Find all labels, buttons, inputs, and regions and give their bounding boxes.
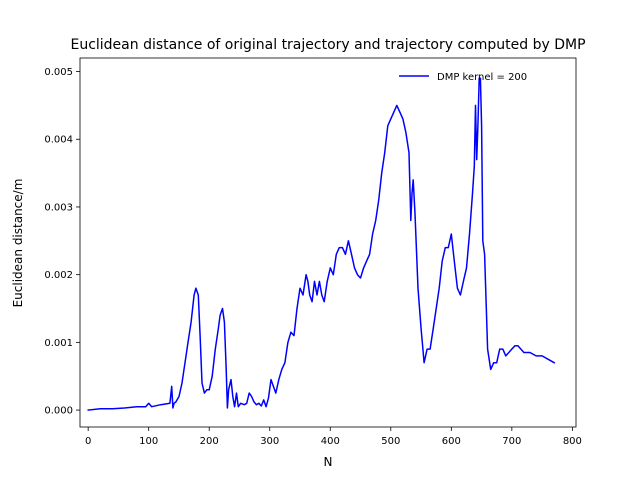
x-tick-label: 0	[85, 436, 91, 447]
y-tick-label: 0.000	[44, 406, 73, 417]
y-tick-label: 0.002	[44, 270, 73, 281]
plot-area: 0 100 200 300 400 500 600 700 800 0.000 0.001 0.002…	[44, 57, 582, 447]
y-axis-label: Euclidean distance/m	[11, 179, 25, 308]
x-axis-label: N	[324, 455, 333, 469]
x-tick-label: 600	[442, 436, 461, 447]
x-tick-label: 100	[139, 436, 158, 447]
y-tick-label: 0.003	[44, 202, 73, 213]
x-tick-label: 200	[200, 436, 219, 447]
y-tick-label: 0.005	[44, 67, 73, 78]
y-tick-label: 0.004	[44, 135, 73, 146]
y-tick-label: 0.001	[44, 338, 73, 349]
series-line-0	[87, 77, 556, 411]
chart-title: Euclidean distance of original trajector…	[70, 37, 585, 53]
axes-frame	[79, 57, 577, 428]
x-tick-label: 800	[563, 436, 582, 447]
x-tick-label: 500	[381, 436, 400, 447]
x-tick-label: 700	[502, 436, 521, 447]
x-tick-label: 400	[321, 436, 340, 447]
legend-label: DMP kernel = 200	[437, 72, 527, 83]
x-tick-label: 300	[260, 436, 279, 447]
